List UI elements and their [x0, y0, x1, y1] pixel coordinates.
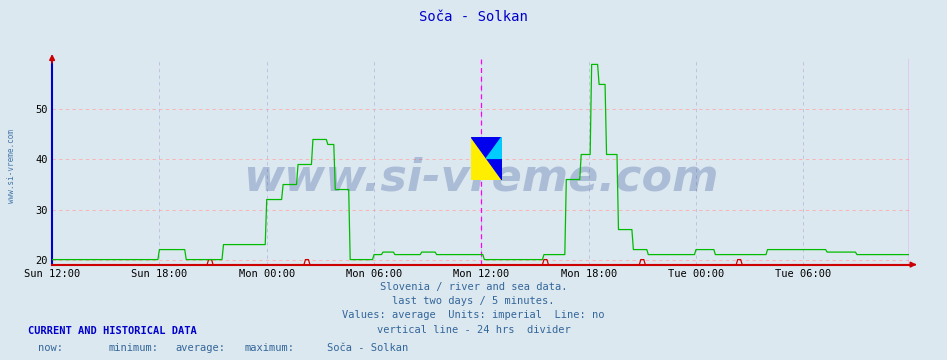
- Text: last two days / 5 minutes.: last two days / 5 minutes.: [392, 296, 555, 306]
- Text: www.si-vreme.com: www.si-vreme.com: [7, 129, 16, 203]
- Text: vertical line - 24 hrs  divider: vertical line - 24 hrs divider: [377, 325, 570, 335]
- Text: minimum:: minimum:: [109, 343, 159, 353]
- Text: average:: average:: [175, 343, 225, 353]
- Polygon shape: [487, 137, 502, 158]
- Polygon shape: [471, 137, 502, 180]
- Polygon shape: [471, 137, 502, 180]
- Text: Soča - Solkan: Soča - Solkan: [420, 10, 527, 24]
- Text: www.si-vreme.com: www.si-vreme.com: [242, 157, 719, 200]
- Text: now:: now:: [38, 343, 63, 353]
- Text: Sоča - Solkan: Sоča - Solkan: [327, 343, 408, 353]
- Text: CURRENT AND HISTORICAL DATA: CURRENT AND HISTORICAL DATA: [28, 326, 197, 336]
- Text: maximum:: maximum:: [244, 343, 295, 353]
- Text: Values: average  Units: imperial  Line: no: Values: average Units: imperial Line: no: [342, 310, 605, 320]
- Text: Slovenia / river and sea data.: Slovenia / river and sea data.: [380, 282, 567, 292]
